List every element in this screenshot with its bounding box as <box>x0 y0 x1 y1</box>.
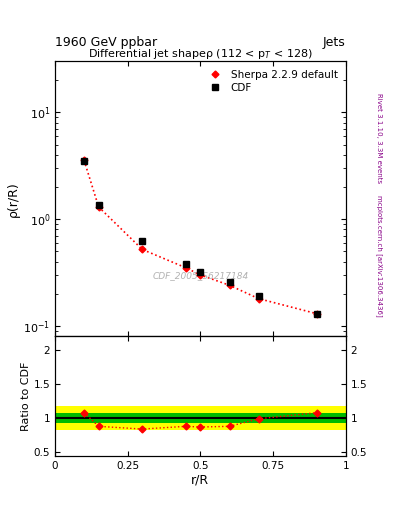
CDF <box>256 293 261 299</box>
Text: Rivet 3.1.10, 3.3M events: Rivet 3.1.10, 3.3M events <box>376 93 382 183</box>
Y-axis label: Ratio to CDF: Ratio to CDF <box>21 361 31 431</box>
Legend: Sherpa 2.2.9 default, CDF: Sherpa 2.2.9 default, CDF <box>201 67 341 96</box>
Sherpa 2.2.9 default <box>227 282 232 288</box>
Line: CDF: CDF <box>81 158 320 317</box>
CDF <box>198 269 203 275</box>
CDF <box>82 158 86 164</box>
Sherpa 2.2.9 default <box>198 272 203 278</box>
Sherpa 2.2.9 default <box>96 204 101 210</box>
Text: 1960 GeV ppbar: 1960 GeV ppbar <box>55 36 157 49</box>
Y-axis label: ρ(r/R): ρ(r/R) <box>7 181 20 217</box>
Text: mcplots.cern.ch [arXiv:1306.3436]: mcplots.cern.ch [arXiv:1306.3436] <box>376 195 383 317</box>
CDF <box>96 202 101 208</box>
Sherpa 2.2.9 default <box>184 265 188 271</box>
CDF <box>184 261 188 267</box>
Title: Differential jet shapeρ (112 < p$_T$ < 128): Differential jet shapeρ (112 < p$_T$ < 1… <box>88 47 313 61</box>
CDF <box>140 238 145 244</box>
Sherpa 2.2.9 default <box>82 157 86 163</box>
CDF <box>227 279 232 285</box>
Sherpa 2.2.9 default <box>256 295 261 302</box>
Text: Jets: Jets <box>323 36 346 49</box>
Text: CDF_2005_S6217184: CDF_2005_S6217184 <box>152 271 248 280</box>
X-axis label: r/R: r/R <box>191 473 209 486</box>
Sherpa 2.2.9 default <box>140 246 145 252</box>
CDF <box>314 311 319 317</box>
Sherpa 2.2.9 default <box>314 311 319 317</box>
Line: Sherpa 2.2.9 default: Sherpa 2.2.9 default <box>82 158 319 316</box>
